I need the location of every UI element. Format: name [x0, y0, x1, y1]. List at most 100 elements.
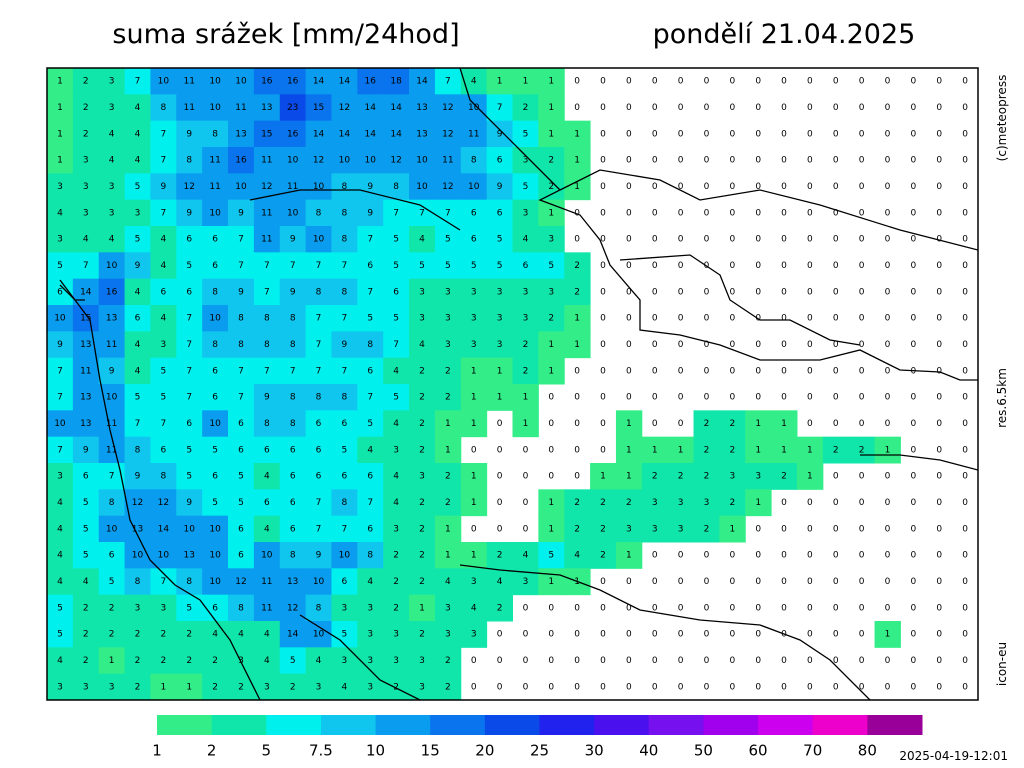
cell-value: 2 — [574, 261, 580, 271]
cell-value: 16 — [261, 77, 273, 87]
cell-value: 0 — [781, 314, 787, 324]
precip-cell — [434, 568, 462, 596]
cell-value: 1 — [574, 156, 580, 166]
cell-value: 3 — [626, 524, 632, 534]
cell-value: 5 — [83, 551, 89, 561]
cell-value: 0 — [523, 445, 529, 455]
cell-value: 0 — [833, 551, 839, 561]
cell-value: 0 — [833, 682, 839, 692]
cell-value: 7 — [342, 524, 348, 534]
cell-value: 13 — [132, 524, 143, 534]
cell-value: 3 — [471, 340, 477, 350]
precip-cell — [409, 568, 436, 596]
precip-cell — [202, 226, 229, 253]
cell-value: 0 — [574, 603, 580, 613]
precip-cell — [124, 120, 151, 148]
cell-value: 7 — [186, 340, 192, 350]
precip-cell — [434, 252, 462, 280]
precip-cell — [228, 94, 255, 122]
cell-value: 1 — [755, 445, 761, 455]
cell-value: 8 — [393, 182, 399, 192]
cell-value: 1 — [57, 103, 63, 113]
cell-value: 6 — [186, 287, 192, 297]
cell-value: 23 — [287, 103, 298, 113]
precip-cell — [253, 147, 281, 174]
cell-value: 0 — [859, 261, 865, 271]
cell-value: 0 — [885, 603, 891, 613]
cell-value: 1 — [548, 577, 554, 587]
precip-cell — [486, 594, 513, 622]
cell-value: 3 — [419, 287, 425, 297]
cell-value: 0 — [910, 551, 916, 561]
precip-cell — [486, 357, 513, 385]
precip-cell — [590, 463, 617, 490]
cell-value: 0 — [962, 287, 968, 297]
precip-cell — [564, 542, 591, 569]
precip-cell — [512, 331, 539, 359]
cell-value: 1 — [161, 682, 167, 692]
cell-value: 4 — [57, 208, 63, 218]
cell-value: 0 — [729, 366, 735, 376]
precip-cell — [615, 410, 643, 438]
cell-value: 0 — [497, 524, 503, 534]
precip-cell — [357, 384, 384, 411]
cell-value: 1 — [57, 156, 63, 166]
cell-value: 7 — [342, 314, 348, 324]
precip-cell — [98, 331, 126, 359]
cell-value: 7 — [238, 393, 244, 403]
precip-cell — [72, 252, 100, 280]
precip-cell — [434, 226, 462, 253]
cell-value: 1 — [600, 472, 606, 482]
cell-value: 0 — [807, 656, 813, 666]
precip-cell — [512, 199, 539, 227]
cell-value: 0 — [678, 419, 684, 429]
cell-value: 0 — [729, 577, 735, 587]
cell-value: 3 — [109, 77, 115, 87]
cell-value: 11 — [468, 129, 479, 139]
cell-value: 3 — [109, 103, 115, 113]
precip-cell — [305, 199, 332, 227]
precip-cell — [590, 489, 617, 517]
cell-value: 0 — [704, 682, 710, 692]
cell-value: 6 — [497, 156, 503, 166]
precip-cell — [305, 410, 332, 438]
cell-value: 0 — [859, 656, 865, 666]
cell-value: 0 — [910, 77, 916, 87]
cell-value: 0 — [962, 103, 968, 113]
cell-value: 3 — [523, 156, 529, 166]
cell-value: 3 — [523, 314, 529, 324]
cell-value: 0 — [833, 314, 839, 324]
cell-value: 0 — [548, 419, 554, 429]
cell-value: 0 — [548, 445, 554, 455]
cell-value: 0 — [497, 630, 503, 640]
cell-value: 0 — [600, 393, 606, 403]
cell-value: 2 — [704, 472, 710, 482]
cell-value: 4 — [471, 77, 477, 87]
cell-value: 10 — [416, 182, 428, 192]
cell-value: 0 — [936, 393, 942, 403]
cell-value: 2 — [523, 103, 529, 113]
cell-value: 0 — [936, 156, 942, 166]
cell-value: 0 — [600, 156, 606, 166]
cell-value: 0 — [807, 498, 813, 508]
precip-cell — [383, 542, 410, 569]
cell-value: 0 — [962, 314, 968, 324]
precip-cell — [434, 673, 462, 700]
precip-cell — [47, 331, 74, 359]
cell-value: 0 — [807, 682, 813, 692]
borders — [59, 68, 978, 700]
precip-cell — [305, 173, 332, 201]
precip-cell — [460, 278, 488, 306]
precip-cell — [98, 173, 126, 201]
cell-value: 10 — [54, 314, 66, 324]
cell-value: 0 — [885, 472, 891, 482]
cell-value: 1 — [574, 182, 580, 192]
cell-value: 0 — [781, 340, 787, 350]
cell-value: 0 — [626, 208, 632, 218]
cell-value: 5 — [238, 472, 244, 482]
cell-value: 3 — [419, 682, 425, 692]
precip-cell — [434, 384, 462, 411]
precip-cell — [279, 594, 307, 622]
cell-value: 0 — [807, 77, 813, 87]
cell-value: 0 — [781, 129, 787, 139]
